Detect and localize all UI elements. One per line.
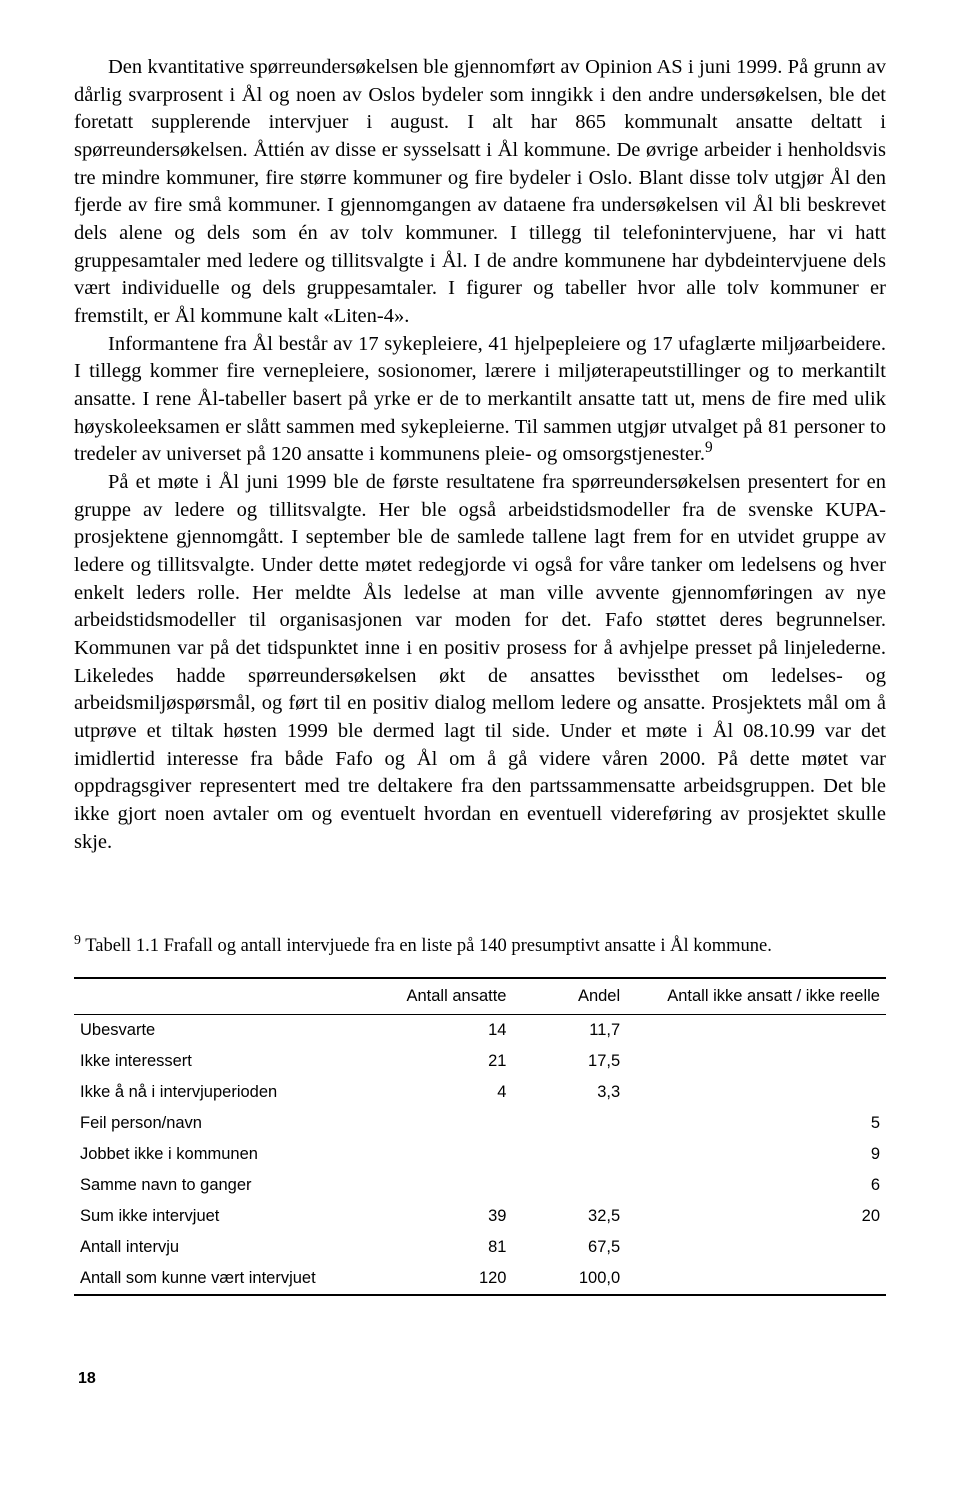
- table-row: Antall som kunne vært intervjuet120100,0: [74, 1263, 886, 1295]
- cell-andel: 17,5: [512, 1046, 626, 1077]
- body-paragraph-2: Informantene fra Ål består av 17 sykeple…: [74, 331, 886, 469]
- table-row: Samme navn to ganger 6: [74, 1170, 886, 1201]
- cell-antall-ansatte: [366, 1108, 512, 1139]
- cell-antall-ansatte: 21: [366, 1046, 512, 1077]
- col-header-empty: [74, 978, 366, 1015]
- table-frafall: Antall ansatte Andel Antall ikke ansatt …: [74, 977, 886, 1296]
- body-paragraph-2-text: Informantene fra Ål består av 17 sykeple…: [74, 333, 886, 466]
- cell-andel: [512, 1139, 626, 1170]
- col-header-antall-ansatte: Antall ansatte: [366, 978, 512, 1015]
- cell-ikke-reelle: [626, 1263, 886, 1295]
- row-label: Samme navn to ganger: [74, 1170, 366, 1201]
- row-label: Ikke å nå i intervjuperioden: [74, 1077, 366, 1108]
- row-label: Feil person/navn: [74, 1108, 366, 1139]
- cell-antall-ansatte: 14: [366, 1015, 512, 1047]
- table-body: Ubesvarte1411,7Ikke interessert2117,5Ikk…: [74, 1015, 886, 1296]
- body-paragraph-1: Den kvantitative spørreundersøkelsen ble…: [74, 54, 886, 331]
- page-number: 18: [74, 1370, 886, 1388]
- cell-ikke-reelle: 5: [626, 1108, 886, 1139]
- cell-ikke-reelle: 9: [626, 1139, 886, 1170]
- footnote-text: Tabell 1.1 Frafall og antall intervjuede…: [81, 936, 772, 956]
- cell-andel: [512, 1170, 626, 1201]
- cell-andel: [512, 1108, 626, 1139]
- cell-ikke-reelle: [626, 1015, 886, 1047]
- row-label: Antall som kunne vært intervjuet: [74, 1263, 366, 1295]
- body-paragraph-3: På et møte i Ål juni 1999 ble de første …: [74, 469, 886, 856]
- footnote-9: 9 Tabell 1.1 Frafall og antall intervjue…: [74, 934, 886, 959]
- cell-ikke-reelle: 20: [626, 1201, 886, 1232]
- col-header-ikke-reelle: Antall ikke ansatt / ikke reelle: [626, 978, 886, 1015]
- cell-ikke-reelle: 6: [626, 1170, 886, 1201]
- footnote-ref-9: 9: [705, 440, 713, 457]
- row-label: Antall intervju: [74, 1232, 366, 1263]
- cell-antall-ansatte: [366, 1139, 512, 1170]
- table-row: Antall intervju8167,5: [74, 1232, 886, 1263]
- cell-ikke-reelle: [626, 1232, 886, 1263]
- cell-antall-ansatte: 4: [366, 1077, 512, 1108]
- row-label: Ubesvarte: [74, 1015, 366, 1047]
- cell-andel: 100,0: [512, 1263, 626, 1295]
- table-row: Ubesvarte1411,7: [74, 1015, 886, 1047]
- table-row: Sum ikke intervjuet3932,520: [74, 1201, 886, 1232]
- table-row: Ikke å nå i intervjuperioden43,3: [74, 1077, 886, 1108]
- footnote-marker: 9: [74, 933, 81, 948]
- cell-antall-ansatte: 120: [366, 1263, 512, 1295]
- cell-ikke-reelle: [626, 1077, 886, 1108]
- table-row: Feil person/navn 5: [74, 1108, 886, 1139]
- table-row: Jobbet ikke i kommunen 9: [74, 1139, 886, 1170]
- table-row: Ikke interessert2117,5: [74, 1046, 886, 1077]
- cell-andel: 11,7: [512, 1015, 626, 1047]
- cell-ikke-reelle: [626, 1046, 886, 1077]
- cell-antall-ansatte: 81: [366, 1232, 512, 1263]
- row-label: Ikke interessert: [74, 1046, 366, 1077]
- row-label: Sum ikke intervjuet: [74, 1201, 366, 1232]
- cell-andel: 67,5: [512, 1232, 626, 1263]
- cell-antall-ansatte: 39: [366, 1201, 512, 1232]
- cell-andel: 32,5: [512, 1201, 626, 1232]
- cell-andel: 3,3: [512, 1077, 626, 1108]
- cell-antall-ansatte: [366, 1170, 512, 1201]
- table-header-row: Antall ansatte Andel Antall ikke ansatt …: [74, 978, 886, 1015]
- col-header-andel: Andel: [512, 978, 626, 1015]
- row-label: Jobbet ikke i kommunen: [74, 1139, 366, 1170]
